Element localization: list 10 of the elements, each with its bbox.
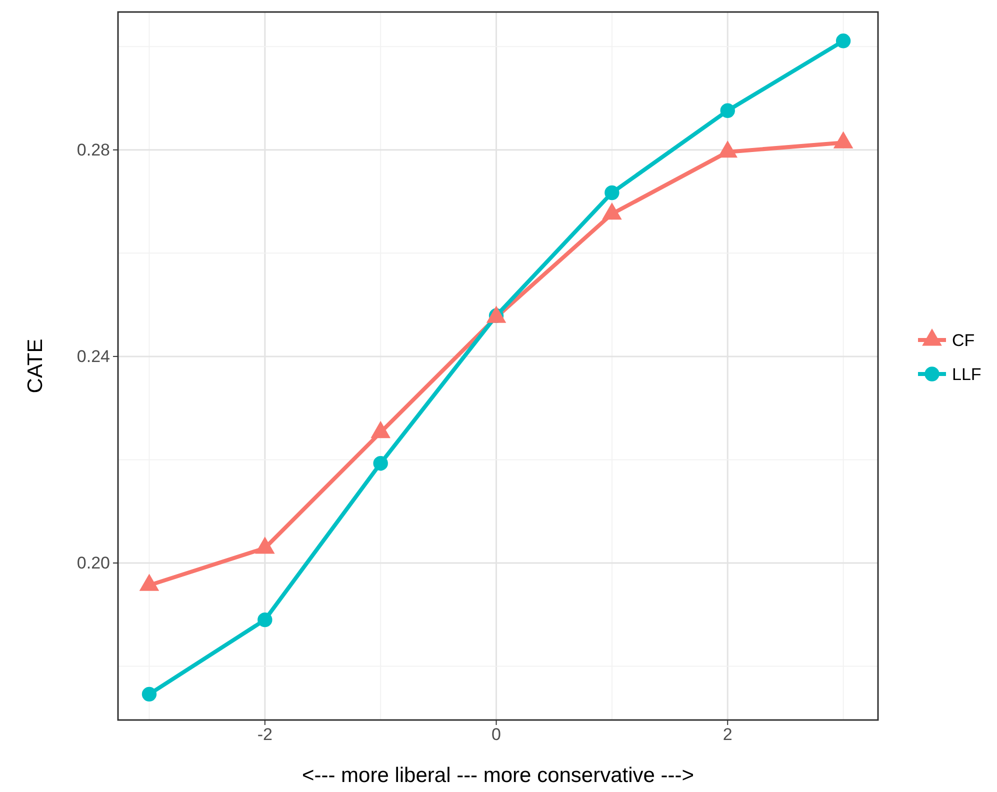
y-tick-label: 0.28 <box>76 140 110 160</box>
y-axis-title: CATE <box>24 338 47 394</box>
legend-label: CF <box>952 331 975 350</box>
x-axis-title: <--- more liberal --- more conservative ---> <box>302 764 694 787</box>
y-tick-label: 0.24 <box>76 346 110 366</box>
x-tick-label: -2 <box>257 725 272 744</box>
x-tick-label: 2 <box>722 725 732 744</box>
y-tick-label: 0.20 <box>76 553 110 572</box>
x-tick-label: 0 <box>492 725 501 744</box>
legend-label: LLF <box>952 365 982 384</box>
